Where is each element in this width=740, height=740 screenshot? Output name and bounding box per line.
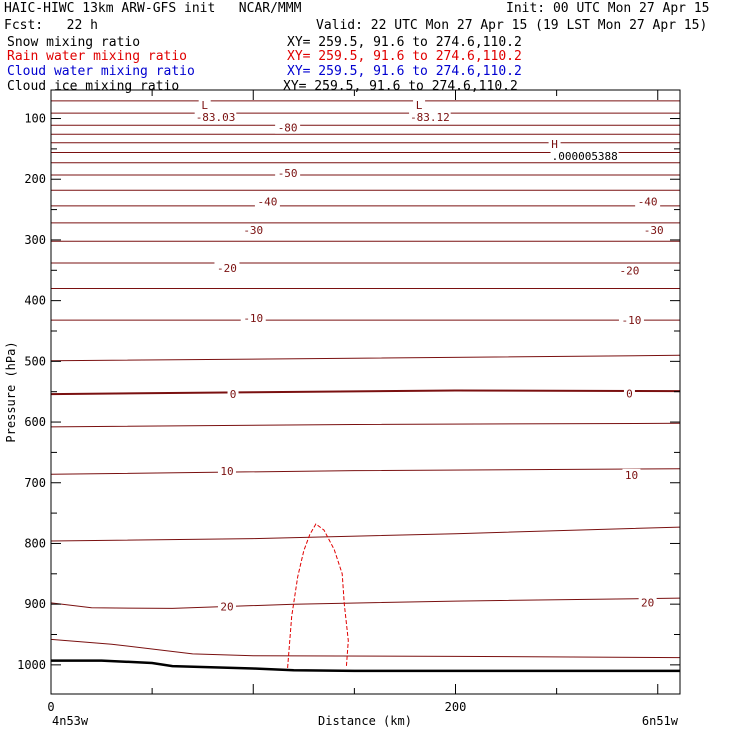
extremum-symbol: L (201, 99, 208, 112)
isotherm-label-bg (638, 596, 657, 609)
isotherm-contours (50, 100, 681, 659)
y-tick-label: 200 (24, 172, 46, 186)
extremum-value: -83.12 (410, 111, 450, 124)
field-xy-snow: XY= 259.5, 91.6 to 274.6,110.2 (287, 35, 522, 50)
extremum-symbol-bg (548, 136, 561, 150)
isotherm-label-bg (240, 224, 266, 237)
y-tick-label: 300 (24, 233, 46, 247)
isotherm-label-bg (214, 261, 240, 274)
y-tick-label: 1000 (17, 658, 46, 672)
isotherm-label-bg (217, 465, 236, 478)
isotherm-label-bg (254, 195, 280, 208)
isotherm-labels: -80 -50 -40 -40 -30 -30 -20 -20 -10 -10 0 0 10 10 20 20 (214, 121, 667, 614)
isotherm-label-bg (623, 387, 635, 400)
isotherm-label-bg (618, 314, 644, 327)
extremum-symbol-bg (413, 98, 426, 112)
isotherm-label: 10 (625, 469, 638, 482)
isotherm-label: -10 (622, 314, 642, 327)
isotherm-label: -40 (638, 196, 658, 209)
model-title: HAIC-HIWC 13km ARW-GFS init NCAR/MMM (4, 1, 302, 16)
forecast-hour: Fcst: 22 h (4, 18, 98, 33)
extremum-symbol: L (416, 99, 423, 112)
isotherm-label: -30 (243, 224, 263, 237)
isotherm-label-bg (616, 264, 642, 277)
field-name-rain: Rain water mixing ratio (7, 49, 188, 64)
init-time: Init: 00 UTC Mon 27 Apr 15 (506, 1, 710, 16)
isotherm-label-bg (641, 224, 667, 237)
isotherm-label-bg (275, 167, 301, 180)
y-tick-label: 100 (24, 112, 46, 126)
x-tick-label: 200 (445, 700, 467, 714)
extremum-value: .000005388 (552, 150, 618, 163)
isotherm-label: 10 (220, 465, 233, 478)
isotherm-label: -20 (217, 262, 237, 275)
isotherm-label: -40 (257, 196, 277, 209)
isotherm-label: -80 (278, 122, 298, 135)
extremum-value: -83.03 (196, 111, 236, 124)
isotherm-line (50, 389, 681, 396)
extremum-value-bg (409, 111, 451, 124)
field-name-snow: Snow mixing ratio (7, 35, 141, 50)
y-tick-label: 900 (24, 597, 46, 611)
x-axis-label: Distance (km) (318, 714, 412, 728)
isotherm-label-bg (217, 600, 236, 613)
valid-time: Valid: 22 UTC Mon 27 Apr 15 (19 LST Mon … (316, 18, 708, 33)
isotherm-label: 20 (641, 596, 654, 609)
isotherm-label-bg (622, 468, 641, 481)
extremum-symbol-bg (198, 98, 211, 112)
isotherm-line (50, 597, 681, 609)
extremum-symbol: H (551, 138, 558, 151)
y-axis-label: Pressure (hPa) (4, 341, 18, 442)
isotherm-line (50, 526, 681, 542)
x-axis-ticks: 0 200 (47, 90, 659, 714)
isotherm-label: 0 (626, 388, 633, 401)
isotherm-line (50, 422, 681, 428)
x-left-endpoint-label: 4n53w (52, 714, 89, 728)
isotherm-label: -30 (644, 224, 664, 237)
rain-contour-line (287, 523, 349, 668)
isotherm-label-bg (227, 388, 239, 401)
y-tick-label: 400 (24, 294, 46, 308)
y-tick-label: 500 (24, 354, 46, 368)
isotherm-line (50, 468, 681, 475)
field-name-cloud-water: Cloud water mixing ratio (7, 64, 195, 79)
isotherm-label: 20 (220, 601, 233, 614)
y-tick-label: 800 (24, 536, 46, 550)
x-tick-label: 0 (47, 700, 54, 714)
extremum-value-bg (194, 111, 237, 124)
y-tick-label: 600 (24, 415, 46, 429)
isotherm-label: 0 (230, 388, 237, 401)
y-tick-label: 700 (24, 476, 46, 490)
terrain-surface-line (51, 659, 680, 673)
rain-contour-group (287, 523, 349, 668)
field-xy-rain: XY= 259.5, 91.6 to 274.6,110.2 (287, 49, 522, 64)
x-right-endpoint-label: 6n51w (642, 714, 679, 728)
isotherm-label-bg (240, 312, 266, 325)
extrema-markers: L-83.03L-83.12H.000005388 (194, 98, 619, 163)
isotherm-label: -50 (278, 167, 298, 180)
isotherm-label-bg (275, 121, 301, 134)
isotherm-line (50, 638, 681, 659)
isotherm-label: -20 (619, 264, 639, 277)
isotherm-line (50, 354, 681, 362)
extremum-value-bg (550, 149, 619, 162)
terrain-group (51, 659, 680, 673)
isotherm-label: -10 (243, 312, 263, 325)
field-xy-cloud-water: XY= 259.5, 91.6 to 274.6,110.2 (287, 64, 522, 79)
isotherm-label-bg (635, 195, 661, 208)
